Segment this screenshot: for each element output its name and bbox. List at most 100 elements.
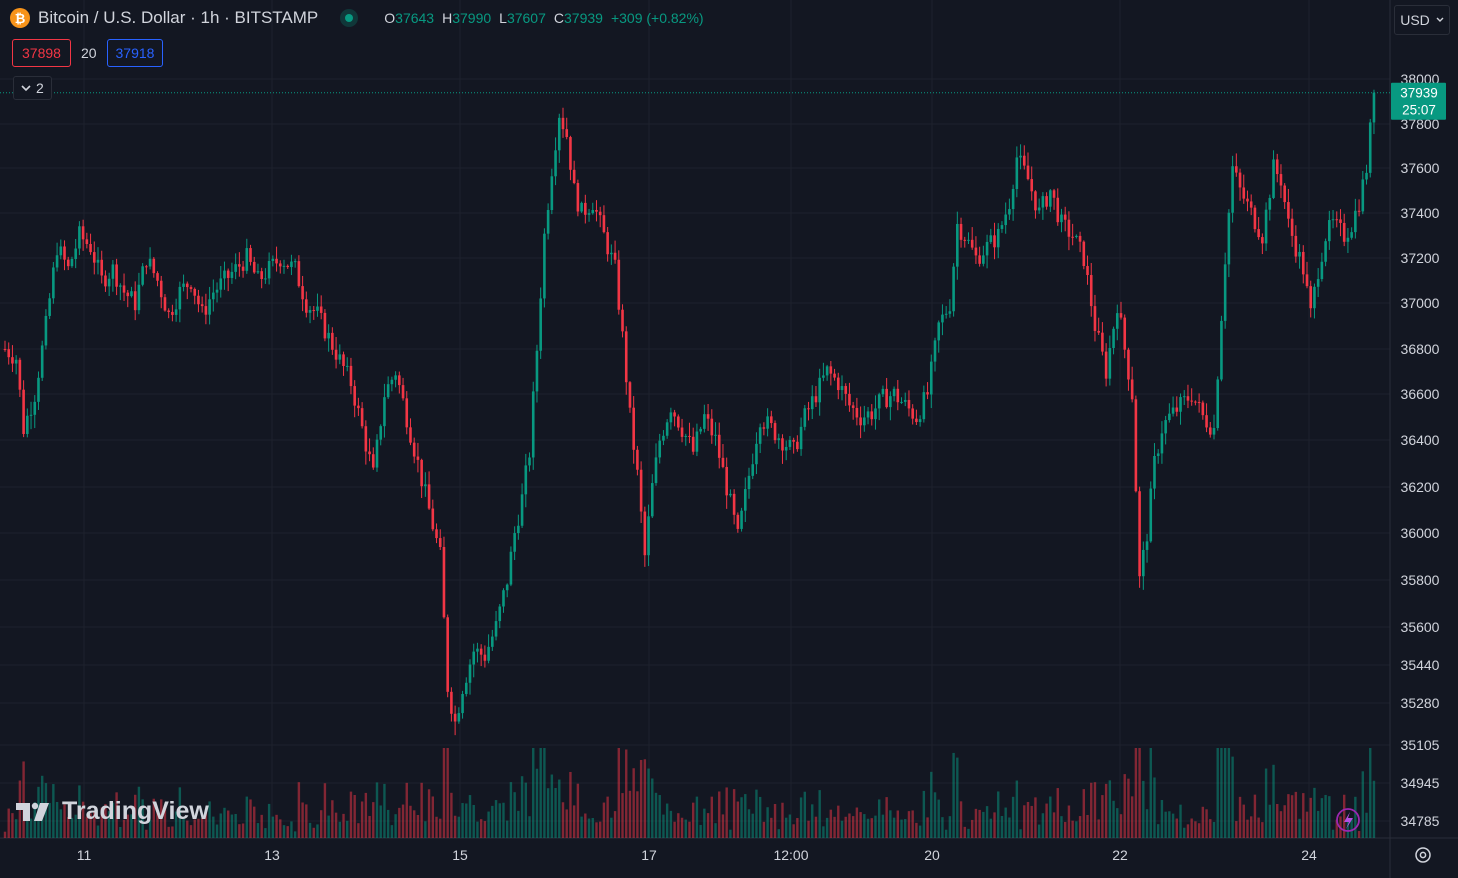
candle-body bbox=[770, 416, 773, 424]
volume-bar bbox=[424, 821, 427, 838]
candle-body bbox=[223, 270, 226, 279]
volume-bar bbox=[773, 804, 777, 838]
volume-bar bbox=[446, 748, 449, 838]
chart-settings-button[interactable] bbox=[1411, 843, 1435, 867]
candle-body bbox=[900, 401, 903, 403]
volume-bar bbox=[1015, 780, 1019, 838]
volume-bar bbox=[148, 820, 152, 838]
volume-bar bbox=[1064, 821, 1067, 838]
candle-body bbox=[424, 484, 427, 487]
symbol-title[interactable]: Bitcoin / U.S. Dollar · 1h · BITSTAMP bbox=[38, 8, 319, 27]
volume-bar bbox=[554, 787, 557, 838]
volume-bar bbox=[963, 826, 966, 838]
volume-bar bbox=[1171, 813, 1175, 838]
candle-body bbox=[881, 388, 885, 395]
volume-bar bbox=[591, 818, 594, 838]
candle-body bbox=[137, 284, 141, 311]
volume-bar bbox=[729, 829, 732, 838]
candle-body bbox=[1112, 328, 1115, 348]
volume-bar bbox=[1071, 820, 1074, 838]
volume-bar bbox=[1130, 796, 1134, 838]
volume-bar bbox=[1060, 816, 1063, 838]
volume-bar bbox=[1004, 807, 1007, 838]
volume-bar bbox=[1257, 817, 1260, 838]
volume-bar bbox=[416, 815, 420, 838]
candle-body bbox=[1075, 235, 1078, 237]
candle-body bbox=[1015, 157, 1019, 190]
volume-bar bbox=[885, 797, 888, 838]
volume-bar bbox=[695, 796, 699, 838]
buy-button[interactable]: 37918 bbox=[106, 39, 164, 67]
candle-body bbox=[781, 438, 784, 451]
price-tick-label: 36000 bbox=[1401, 525, 1440, 541]
candle-body bbox=[212, 292, 215, 300]
candle-body bbox=[438, 538, 442, 548]
volume-bar bbox=[286, 826, 289, 838]
volume-bar bbox=[688, 821, 691, 838]
volume-bar bbox=[1283, 805, 1286, 838]
candle-body bbox=[740, 510, 743, 529]
volume-bar bbox=[781, 802, 784, 838]
price-tick-label: 37200 bbox=[1401, 250, 1440, 266]
volume-bar bbox=[535, 768, 539, 838]
candle-body bbox=[1160, 433, 1164, 454]
candle-body bbox=[818, 377, 821, 403]
volume-bar bbox=[792, 824, 795, 838]
volume-bar bbox=[200, 818, 204, 838]
candle-body bbox=[18, 359, 22, 390]
volume-bar bbox=[632, 768, 635, 838]
candle-body bbox=[431, 508, 435, 530]
volume-bar bbox=[338, 821, 341, 838]
candle-body bbox=[100, 259, 104, 276]
candle-body bbox=[1331, 219, 1335, 221]
volume-bar bbox=[115, 792, 118, 838]
candle-body bbox=[167, 310, 170, 312]
candle-body bbox=[602, 215, 606, 233]
currency-select[interactable]: USD bbox=[1394, 5, 1450, 35]
candle-body bbox=[249, 248, 252, 262]
market-open-icon bbox=[340, 9, 359, 27]
volume-bar bbox=[803, 791, 806, 838]
bitcoin-icon: ₿ bbox=[10, 8, 30, 28]
candle-body bbox=[799, 426, 803, 450]
candle-body bbox=[922, 392, 926, 420]
volume-bar bbox=[751, 813, 754, 838]
time-tick-label: 22 bbox=[1112, 847, 1128, 863]
volume-bar bbox=[1138, 748, 1141, 838]
volume-bar bbox=[1082, 789, 1085, 838]
volume-bar bbox=[122, 819, 126, 838]
candle-body bbox=[1034, 191, 1037, 211]
candle-body bbox=[386, 384, 390, 398]
volume-bar bbox=[1279, 811, 1283, 838]
time-tick-label: 17 bbox=[641, 847, 657, 863]
volume-bar bbox=[230, 814, 234, 838]
volume-bar bbox=[1119, 814, 1123, 838]
candle-body bbox=[301, 286, 304, 300]
candle-body bbox=[665, 422, 669, 436]
candle-body bbox=[1019, 155, 1022, 158]
candle-body bbox=[766, 416, 769, 429]
volume-bar bbox=[368, 815, 371, 838]
sell-button[interactable]: 37898 bbox=[12, 39, 71, 67]
candle-body bbox=[889, 396, 892, 408]
volume-bar bbox=[710, 796, 713, 838]
volume-bar bbox=[1346, 819, 1350, 838]
indicators-toggle-button[interactable]: 2 bbox=[13, 76, 52, 100]
volume-bar bbox=[1145, 809, 1149, 838]
candle-body bbox=[453, 713, 457, 722]
volume-bar bbox=[227, 810, 230, 838]
volume-bar bbox=[967, 828, 970, 838]
candle-body bbox=[1104, 351, 1108, 379]
volume-bar bbox=[1335, 819, 1338, 838]
low-label: L bbox=[499, 10, 507, 26]
volume-bar bbox=[952, 752, 955, 838]
candle-body bbox=[81, 226, 85, 240]
candle-body bbox=[122, 285, 126, 293]
volume-bar bbox=[889, 810, 892, 838]
candle-body bbox=[163, 297, 167, 311]
candle-body bbox=[238, 264, 241, 267]
volume-bar bbox=[747, 809, 751, 838]
candle-body bbox=[1008, 209, 1011, 215]
volume-bar bbox=[134, 794, 137, 838]
